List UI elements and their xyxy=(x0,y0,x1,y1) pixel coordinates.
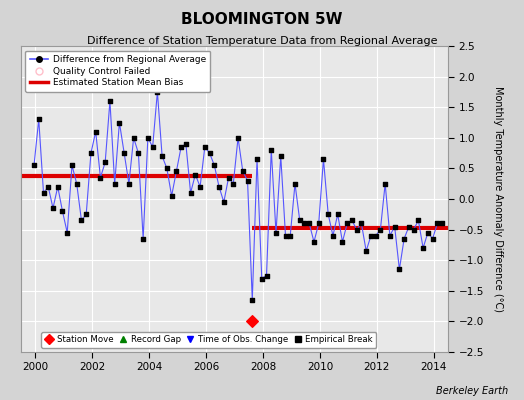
Point xyxy=(324,211,332,218)
Point xyxy=(258,275,266,282)
Point xyxy=(158,153,166,159)
Point xyxy=(333,211,342,218)
Point xyxy=(343,220,352,227)
Point xyxy=(253,156,261,162)
Point xyxy=(187,190,195,196)
Point xyxy=(381,180,389,187)
Point xyxy=(49,205,57,211)
Point xyxy=(120,150,128,156)
Point xyxy=(405,223,413,230)
Point xyxy=(433,220,442,227)
Point xyxy=(429,236,437,242)
Point xyxy=(111,180,119,187)
Point xyxy=(129,134,138,141)
Point xyxy=(414,217,422,224)
Point xyxy=(367,232,375,239)
Text: Difference of Station Temperature Data from Regional Average: Difference of Station Temperature Data f… xyxy=(87,36,437,46)
Point xyxy=(243,178,252,184)
Y-axis label: Monthly Temperature Anomaly Difference (°C): Monthly Temperature Anomaly Difference (… xyxy=(493,86,503,312)
Point xyxy=(248,318,256,325)
Point xyxy=(319,156,328,162)
Point xyxy=(314,220,323,227)
Point xyxy=(215,184,223,190)
Point xyxy=(82,211,91,218)
Point xyxy=(409,226,418,233)
Point xyxy=(310,239,318,245)
Point xyxy=(296,217,304,224)
Point xyxy=(196,184,204,190)
Point xyxy=(148,144,157,150)
Point xyxy=(162,165,171,172)
Point xyxy=(291,180,299,187)
Point xyxy=(153,89,161,95)
Point xyxy=(348,217,356,224)
Point xyxy=(248,297,256,303)
Point xyxy=(353,226,361,233)
Point xyxy=(277,153,285,159)
Point xyxy=(229,180,237,187)
Point xyxy=(58,208,67,214)
Point xyxy=(386,232,394,239)
Point xyxy=(68,162,76,168)
Point xyxy=(87,150,95,156)
Point xyxy=(329,232,337,239)
Point xyxy=(101,159,110,166)
Legend: Station Move, Record Gap, Time of Obs. Change, Empirical Break: Station Move, Record Gap, Time of Obs. C… xyxy=(41,332,376,348)
Point xyxy=(125,180,133,187)
Point xyxy=(144,134,152,141)
Point xyxy=(390,223,399,230)
Point xyxy=(92,128,100,135)
Point xyxy=(63,230,71,236)
Point xyxy=(267,147,276,153)
Text: Berkeley Earth: Berkeley Earth xyxy=(436,386,508,396)
Point xyxy=(205,150,214,156)
Point xyxy=(177,144,185,150)
Point xyxy=(96,174,105,181)
Point xyxy=(300,220,309,227)
Point xyxy=(400,236,408,242)
Point xyxy=(172,168,181,175)
Point xyxy=(134,150,143,156)
Point xyxy=(182,141,190,147)
Point xyxy=(39,190,48,196)
Point xyxy=(438,220,446,227)
Point xyxy=(238,168,247,175)
Point xyxy=(281,232,290,239)
Point xyxy=(419,245,427,251)
Point xyxy=(339,239,347,245)
Point xyxy=(376,226,385,233)
Point xyxy=(35,116,43,123)
Point xyxy=(139,236,147,242)
Point xyxy=(191,171,200,178)
Point xyxy=(372,232,380,239)
Point xyxy=(30,162,38,168)
Point xyxy=(395,266,403,272)
Point xyxy=(305,220,313,227)
Point xyxy=(224,174,233,181)
Point xyxy=(220,199,228,205)
Point xyxy=(168,193,176,199)
Point xyxy=(362,248,370,254)
Point xyxy=(201,144,209,150)
Point xyxy=(424,230,432,236)
Point xyxy=(210,162,219,168)
Point xyxy=(53,184,62,190)
Point xyxy=(115,119,124,126)
Point xyxy=(263,272,271,279)
Point xyxy=(357,220,366,227)
Point xyxy=(234,134,242,141)
Point xyxy=(272,230,280,236)
Point xyxy=(72,180,81,187)
Point xyxy=(286,232,294,239)
Point xyxy=(77,217,85,224)
Point xyxy=(106,98,114,104)
Text: BLOOMINGTON 5W: BLOOMINGTON 5W xyxy=(181,12,343,27)
Point xyxy=(44,184,52,190)
